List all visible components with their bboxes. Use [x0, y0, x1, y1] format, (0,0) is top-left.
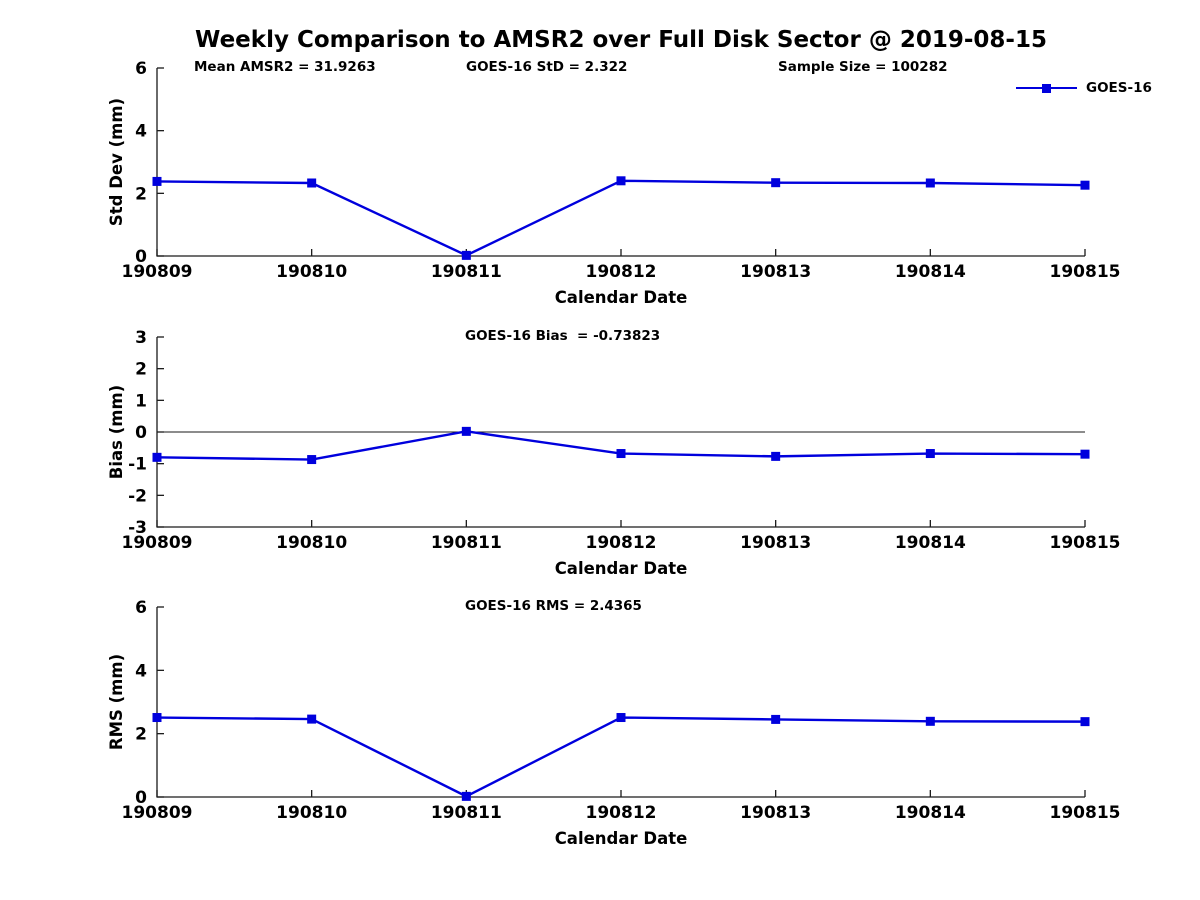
subplot-1: 0 2 4 6 190809 190810 190811 190812 190813 190814… [107, 59, 1120, 307]
y-tick-label: 4 [135, 661, 147, 681]
stat-annotation: Mean AMSR2 = 31.9263 [194, 59, 376, 75]
x-tick-label: 190815 [1050, 533, 1121, 553]
y-tick-label: -3 [128, 518, 147, 538]
stat-annotation: Sample Size = 100282 [778, 59, 947, 75]
data-point-marker [152, 176, 162, 186]
x-tick-label: 190814 [895, 803, 966, 823]
x-tick-label: 190815 [1050, 262, 1121, 282]
x-tick-label: 190811 [431, 533, 502, 553]
y-tick-label: 0 [135, 423, 147, 443]
x-tick-label: 190810 [276, 262, 347, 282]
y-tick-label: 1 [135, 391, 147, 411]
y-tick-label: 0 [135, 247, 147, 267]
y-tick-label: -2 [128, 486, 147, 506]
x-tick-label: 190813 [740, 803, 811, 823]
data-point-marker [925, 178, 935, 188]
y-tick-label: 2 [135, 725, 147, 745]
data-point-marker [1080, 717, 1090, 727]
x-tick-label: 190815 [1050, 803, 1121, 823]
legend-line-sample [1016, 83, 1077, 93]
y-tick-label: -1 [128, 455, 147, 475]
data-point-marker [771, 714, 781, 724]
data-line [156, 716, 1086, 798]
y-axis-label: RMS (mm) [107, 654, 126, 750]
data-point-marker [307, 714, 317, 724]
data-point-marker [616, 713, 626, 723]
x-tick-label: 190813 [740, 533, 811, 553]
y-tick-label: 6 [135, 59, 147, 79]
data-point-marker [152, 713, 162, 723]
data-point-marker [461, 426, 471, 436]
x-axis-label: Calendar Date [555, 829, 688, 848]
x-tick-label: 190811 [431, 262, 502, 282]
stat-annotation: GOES-16 Bias = -0.73823 [465, 328, 660, 344]
chart-title: Weekly Comparison to AMSR2 over Full Dis… [195, 27, 1047, 53]
y-tick-label: 6 [135, 598, 147, 618]
x-tick-label: 190810 [276, 533, 347, 553]
x-tick-label: 190809 [122, 533, 193, 553]
y-tick-label: 0 [135, 788, 147, 808]
axes-frame [156, 68, 1085, 257]
x-tick-label: 190810 [276, 803, 347, 823]
y-tick-label: 2 [135, 360, 147, 380]
y-axis-label: Std Dev (mm) [107, 98, 126, 226]
data-point-marker [616, 176, 626, 186]
y-axis-label: Bias (mm) [107, 385, 126, 479]
legend: GOES-16 [1016, 80, 1152, 96]
data-point-marker [771, 451, 781, 461]
data-point-marker [925, 449, 935, 459]
data-point-marker [307, 178, 317, 188]
x-tick-label: 190814 [895, 533, 966, 553]
y-tick-label: 2 [135, 184, 147, 204]
data-point-marker [152, 452, 162, 462]
data-point-marker [307, 455, 317, 465]
x-tick-label: 190814 [895, 262, 966, 282]
y-tick-label: 3 [135, 328, 147, 348]
x-axis-label: Calendar Date [555, 288, 688, 307]
y-tick-label: 4 [135, 122, 147, 142]
data-line [156, 179, 1086, 257]
subplot-3: 0 2 4 6 190809 190810 190811 190812 190813 190814… [107, 598, 1120, 848]
x-tick-label: 190813 [740, 262, 811, 282]
data-point-marker [461, 791, 471, 801]
data-point-marker [461, 250, 471, 260]
x-tick-label: 190812 [586, 803, 657, 823]
data-point-marker [1080, 180, 1090, 190]
data-point-marker [1080, 449, 1090, 459]
data-point-marker [616, 449, 626, 459]
data-point-marker [771, 178, 781, 188]
x-tick-label: 190812 [586, 533, 657, 553]
x-tick-label: 190811 [431, 803, 502, 823]
legend-square-marker-icon [1042, 83, 1051, 93]
stat-annotation: GOES-16 StD = 2.322 [466, 59, 627, 75]
x-tick-label: 190809 [122, 262, 193, 282]
x-tick-label: 190809 [122, 803, 193, 823]
stat-annotation: GOES-16 RMS = 2.4365 [465, 598, 642, 614]
data-point-marker [925, 716, 935, 726]
legend-label: GOES-16 [1086, 80, 1152, 96]
axes-frame [156, 607, 1085, 798]
x-tick-label: 190812 [586, 262, 657, 282]
x-axis-label: Calendar Date [555, 559, 688, 578]
